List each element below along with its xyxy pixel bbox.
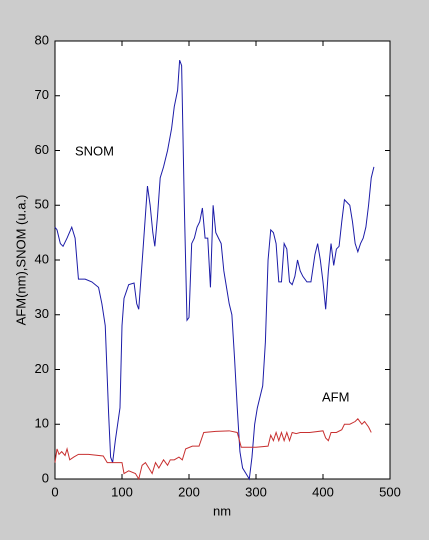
y-tick-label: 10	[35, 416, 49, 431]
y-tick-label: 50	[35, 197, 49, 212]
y-axis-label: AFM(nm),SNOM (u.a.)	[13, 195, 28, 326]
y-tick-label: 40	[35, 251, 49, 266]
data-line	[54, 59, 375, 481]
x-tick-label: 100	[111, 484, 133, 499]
x-tick-label: 0	[51, 484, 58, 499]
x-axis-label: nm	[213, 503, 231, 518]
y-tick-label: 80	[35, 32, 49, 47]
y-tick-label: 60	[35, 142, 49, 157]
x-tick-label: 300	[245, 484, 267, 499]
y-tick-label: 70	[35, 87, 49, 102]
x-tick-label: 400	[312, 484, 334, 499]
x-tick-label: 500	[379, 484, 401, 499]
annotation: AFM	[322, 389, 349, 404]
x-tick-label: 200	[178, 484, 200, 499]
y-tick-label: 20	[35, 361, 49, 376]
data-line	[54, 418, 372, 481]
annotation: SNOM	[75, 143, 114, 158]
y-tick-label: 0	[42, 470, 49, 485]
y-tick-label: 30	[35, 306, 49, 321]
